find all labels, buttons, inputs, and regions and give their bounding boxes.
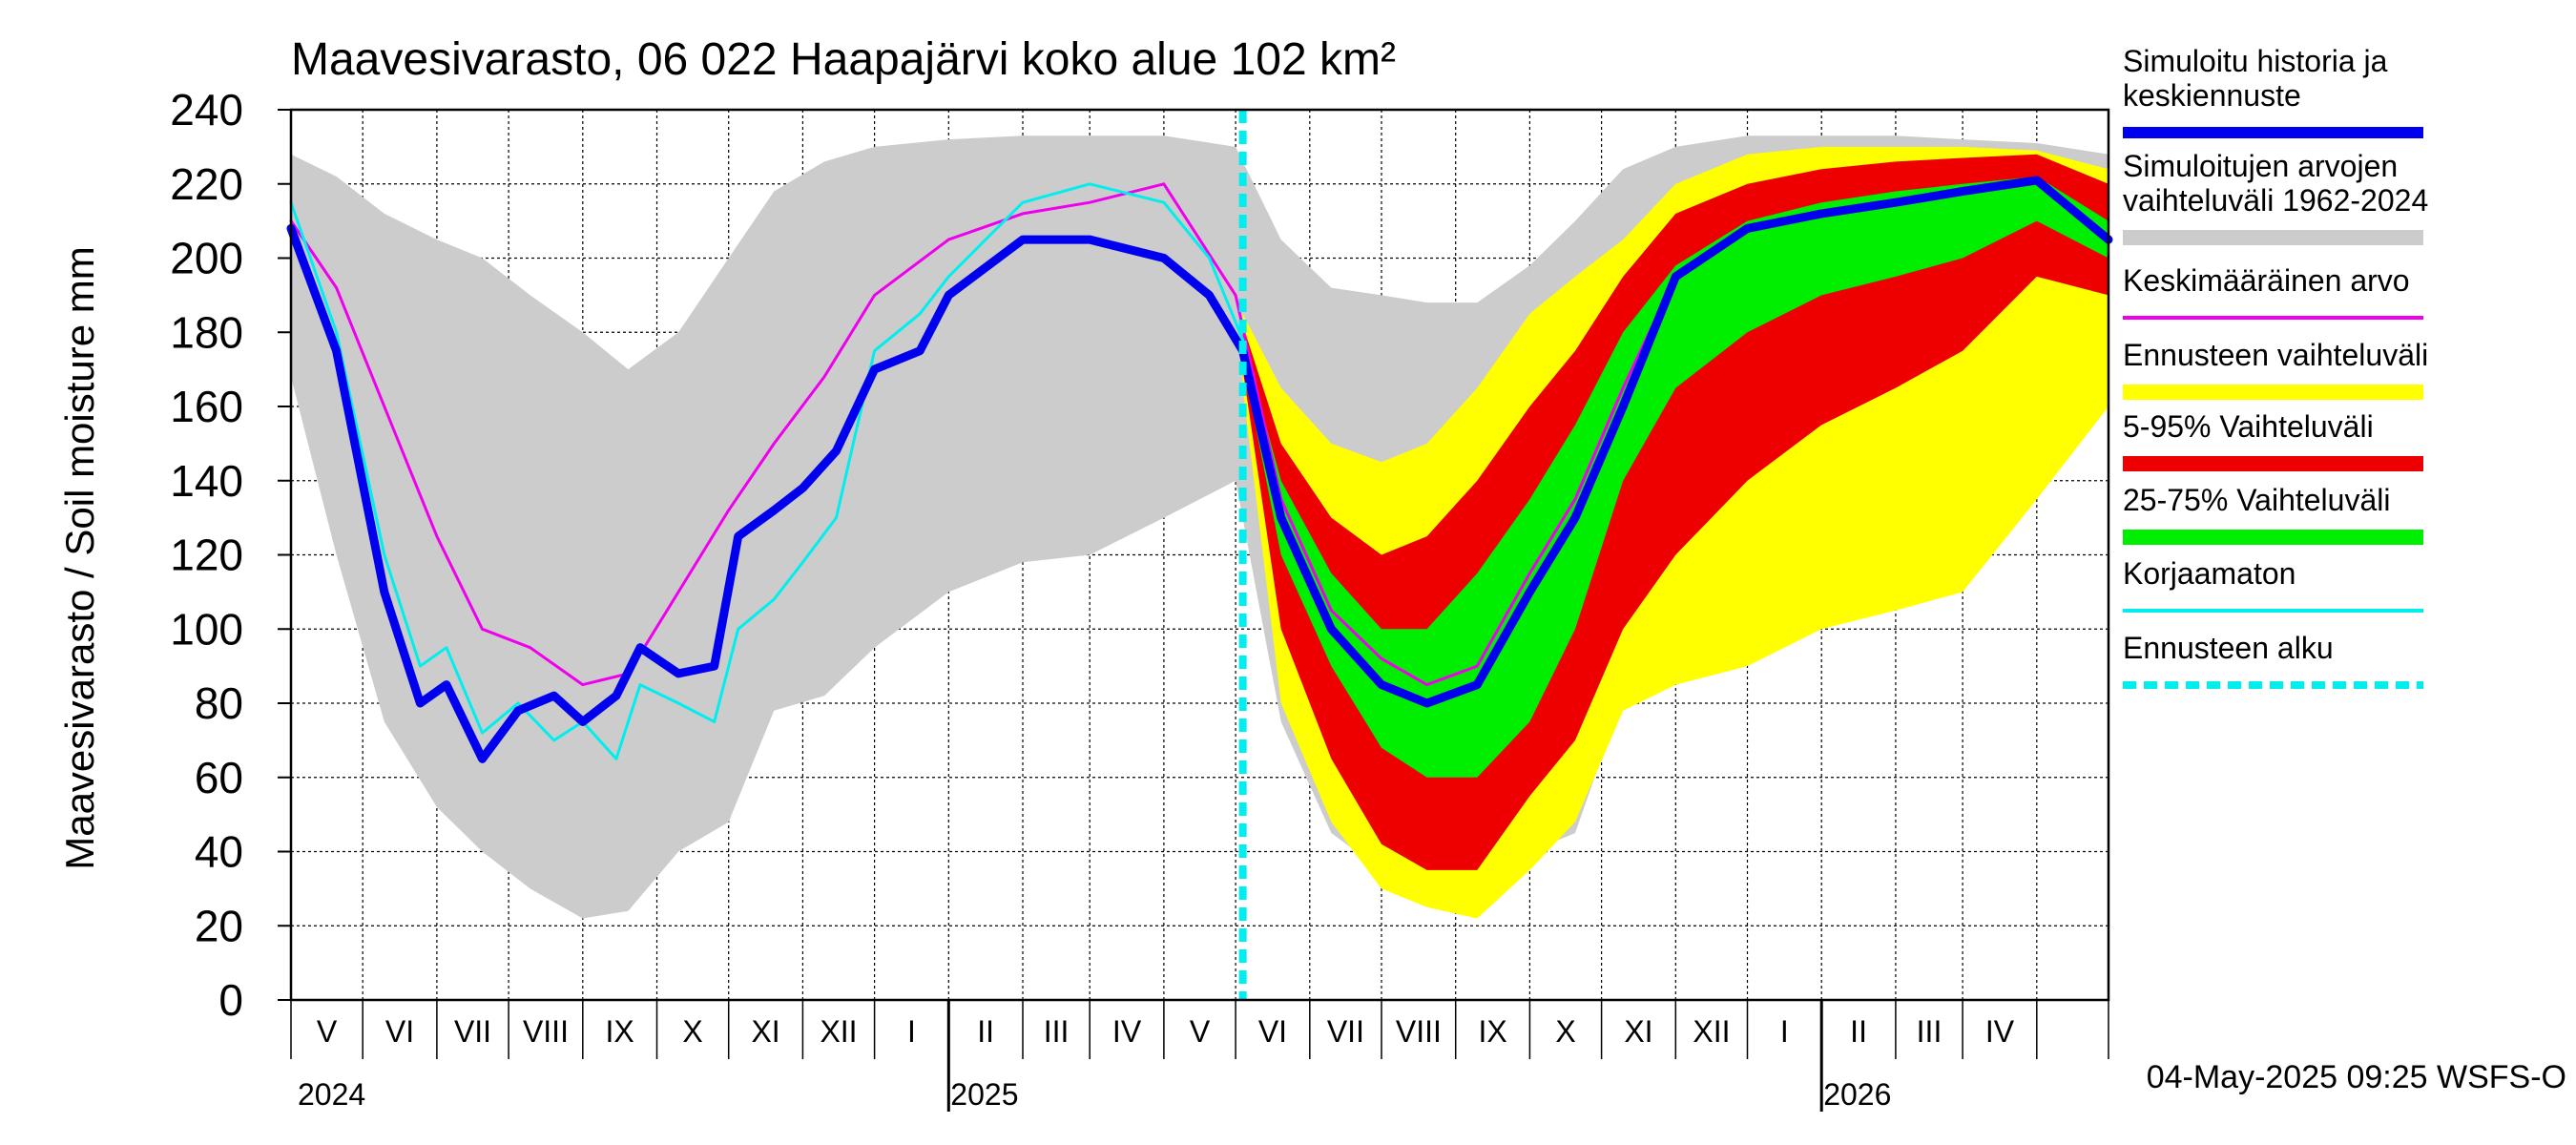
y-tick-label: 160 [170,382,243,431]
chart-title: Maavesivarasto, 06 022 Haapajärvi koko a… [291,34,1396,85]
legend-label: Korjaamaton [2123,556,2296,591]
y-tick-label: 200 [170,234,243,283]
month-label: VI [1258,1014,1287,1049]
month-label: IV [1112,1014,1142,1049]
y-tick-label: 120 [170,531,243,580]
series-line-0000ee [286,176,2113,763]
y-tick-label: 180 [170,307,243,357]
month-label: VII [1327,1014,1364,1049]
legend-label: 5-95% Vaihteluväli [2123,409,2374,444]
legend-label: 25-75% Vaihteluväli [2123,483,2390,517]
month-label: V [1190,1014,1211,1049]
month-label: I [1780,1014,1789,1049]
legend-label: Ennusteen alku [2123,631,2334,665]
month-label: X [1555,1014,1575,1049]
series-line-00eeee [289,182,1245,760]
legend-label: Keskimääräinen arvo [2123,263,2410,298]
month-label: XI [1624,1014,1652,1049]
y-tick-label: 20 [195,901,243,950]
legend-label: Ennusteen vaihteluväli [2123,338,2428,372]
y-axis-label: Maavesivarasto / Soil moisture mm [57,246,102,870]
y-tick-label: 80 [195,678,243,728]
month-label: II [1850,1014,1867,1049]
month-label: VI [385,1014,414,1049]
y-tick-label: 0 [218,975,243,1025]
month-label: III [1917,1014,1942,1049]
band-00ee00 [1242,177,2109,778]
month-label: X [682,1014,702,1049]
year-label: 2025 [950,1077,1018,1112]
month-label: XII [1693,1014,1730,1049]
legend-label: Simuloitu historia ja [2123,44,2388,78]
month-label: V [317,1014,338,1049]
month-label: XII [820,1014,857,1049]
month-label: IX [1478,1014,1506,1049]
month-label: VIII [1396,1014,1442,1049]
y-tick-label: 140 [170,456,243,506]
legend-label: keskiennuste [2123,78,2301,113]
legend-label: Simuloitujen arvojen [2123,149,2398,183]
y-tick-label: 220 [170,159,243,209]
y-tick-label: 100 [170,604,243,654]
y-tick-label: 240 [170,85,243,135]
footer-timestamp: 04-May-2025 09:25 WSFS-O [2147,1059,2566,1095]
month-label: XI [751,1014,779,1049]
month-label: VIII [523,1014,569,1049]
month-label: IX [606,1014,634,1049]
year-label: 2026 [1823,1077,1891,1112]
month-label: I [907,1014,916,1049]
series-lines [286,176,2113,763]
month-label: VII [454,1014,491,1049]
y-tick-label: 40 [195,827,243,877]
y-tick-label: 60 [195,753,243,802]
legend-label: vaihteluväli 1962-2024 [2123,183,2428,218]
month-label: II [977,1014,994,1049]
month-label: IV [1985,1014,2015,1049]
month-label: III [1044,1014,1070,1049]
year-label: 2024 [298,1077,365,1112]
